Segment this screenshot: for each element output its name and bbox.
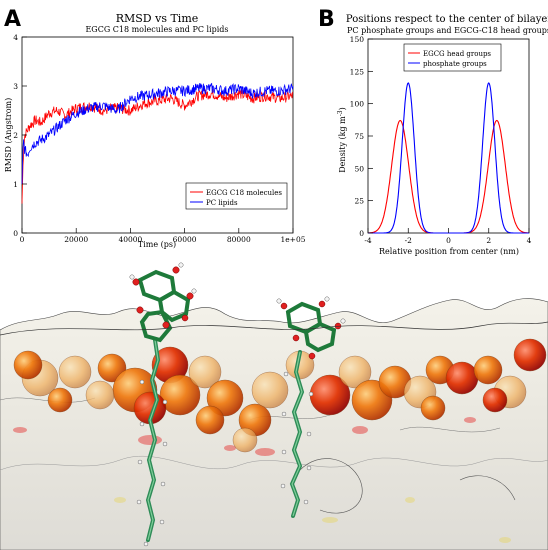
chart-b-ytick-label: 0 [359, 229, 364, 238]
chart-a-series-group [21, 82, 294, 204]
oxygen-atoms-left [132, 266, 194, 329]
chart-a-ytick-label: 2 [13, 131, 18, 140]
chart-b-title: Positions respect to the center of bilay… [346, 14, 548, 25]
chart-b-ytick-label: 150 [350, 35, 365, 44]
chart-a-legend-label-pc: PC lipids [206, 199, 238, 207]
chart-a-xtick-label: 40000 [118, 235, 142, 244]
phosphate-sphere [195, 405, 225, 435]
chart-b-legend-box [403, 43, 502, 72]
rmsd-chart: RMSD vs Time EGCG C18 molecules and PC l… [4, 12, 306, 249]
panel-letter-a: A [4, 7, 21, 32]
chart-a-xtick-label: 60000 [173, 235, 197, 244]
chart-b-legend: EGCG head groups phosphate groups [403, 43, 502, 72]
chart-b-ytick-label: 75 [354, 132, 364, 141]
chart-a-legend-box [185, 182, 288, 210]
membrane-outline-top [0, 321, 548, 336]
alkyl-chain-right-highlight [291, 351, 303, 517]
phosphate-sphere [85, 380, 115, 410]
chart-b-series-egcg-head-groups [368, 119, 529, 234]
chart-a-ytick-label: 3 [13, 82, 18, 91]
chart-a-subtitle: EGCG C18 molecules and PC lipids [85, 25, 228, 34]
membrane-contour-lower [0, 455, 548, 471]
egcg-c18-molecule-right [276, 296, 346, 518]
chart-b-ytick-label: 125 [350, 67, 365, 76]
chart-b-xtick-label: 0 [446, 236, 451, 245]
chart-b-ylabel-tail: ) [338, 107, 347, 110]
chart-a-legend-label-egcg: EGCG C18 molecules [206, 189, 282, 197]
membrane-surface [0, 298, 548, 550]
chart-a-ytick-label: 1 [13, 180, 18, 189]
chart-b-ytick-label: 100 [350, 100, 365, 109]
chart-b-legend-label-phosphate: phosphate groups [423, 60, 487, 68]
phosphate-sphere [159, 374, 201, 416]
chart-a-ytick-label: 0 [13, 229, 18, 238]
chart-a-ylabel: RMSD (Angstrom) [4, 98, 13, 173]
chart-a-ticks: 0 20000 40000 60000 80000 1e+05 0 1 2 3 4 [13, 33, 306, 244]
chart-b-xtick-label: 2 [486, 236, 491, 245]
chart-b-xtick-label: -4 [364, 236, 372, 245]
membrane-contour-cavity [299, 458, 516, 514]
phosphate-sphere [473, 355, 503, 385]
hydrogen-atoms-right [276, 296, 346, 505]
phosphate-sphere [13, 350, 43, 380]
chart-b-subtitle: PC phosphate groups and EGCG-C18 head gr… [347, 26, 548, 35]
egcg-c18-molecule-left [129, 262, 197, 547]
phosphate-sphere [251, 371, 289, 409]
phosphate-sphere [338, 355, 372, 389]
density-chart: Positions respect to the center of bilay… [337, 14, 548, 256]
chart-b-legend-label-egcg: EGCG head groups [423, 50, 491, 58]
chart-a-xtick-label: 80000 [227, 235, 251, 244]
chart-b-ytick-label: 25 [354, 197, 364, 206]
phosphate-sphere [206, 379, 244, 417]
chart-b-ylabel-main: Density (kg m [338, 116, 347, 173]
chart-b-xlabel: Relative position from center (nm) [379, 247, 519, 256]
chart-a-xtick-label: 1e+05 [280, 235, 305, 244]
phosphate-sphere [513, 338, 547, 372]
chart-a-legend: EGCG C18 molecules PC lipids [185, 182, 288, 210]
chart-a-series-egcg [21, 88, 294, 204]
phosphate-sphere [58, 355, 92, 389]
chart-a-xtick-label: 0 [20, 235, 25, 244]
oxygen-atoms-right [280, 300, 342, 360]
hydrogen-atoms-left [129, 262, 197, 547]
chart-b-ylabel-sup: -3 [337, 110, 344, 116]
phosphate-spheres [13, 338, 547, 453]
chart-a-ytick-label: 4 [13, 33, 18, 42]
phosphate-sphere [232, 427, 258, 453]
membrane-rendering [0, 262, 548, 550]
phosphate-sphere [47, 387, 73, 413]
ring-right-2 [303, 321, 337, 353]
chart-b-xtick-label: -2 [405, 236, 413, 245]
phosphate-sphere [420, 395, 446, 421]
phosphate-sphere [482, 387, 508, 413]
chart-a-xtick-label: 20000 [64, 235, 88, 244]
alkyl-chain-left-highlight [147, 339, 159, 541]
chart-b-xtick-label: 4 [527, 236, 532, 245]
phosphate-sphere [445, 361, 479, 395]
chart-b-ticks: -4 -2 0 2 4 0 25 50 75 100 125 150 [350, 35, 532, 245]
chart-a-xlabel: Time (ps) [138, 240, 176, 249]
surface-sulfur-patches [114, 497, 511, 543]
chart-a-title: RMSD vs Time [116, 12, 199, 25]
chart-a-series-pc-lipids [21, 82, 294, 185]
chart-b-series-group [368, 82, 529, 234]
chart-b-ytick-label: 50 [354, 164, 364, 173]
phosphate-sphere [188, 355, 222, 389]
panel-letter-b: B [318, 7, 335, 32]
chart-b-ylabel: Density (kg m-3) [337, 107, 347, 172]
ring-left-3 [139, 309, 173, 343]
